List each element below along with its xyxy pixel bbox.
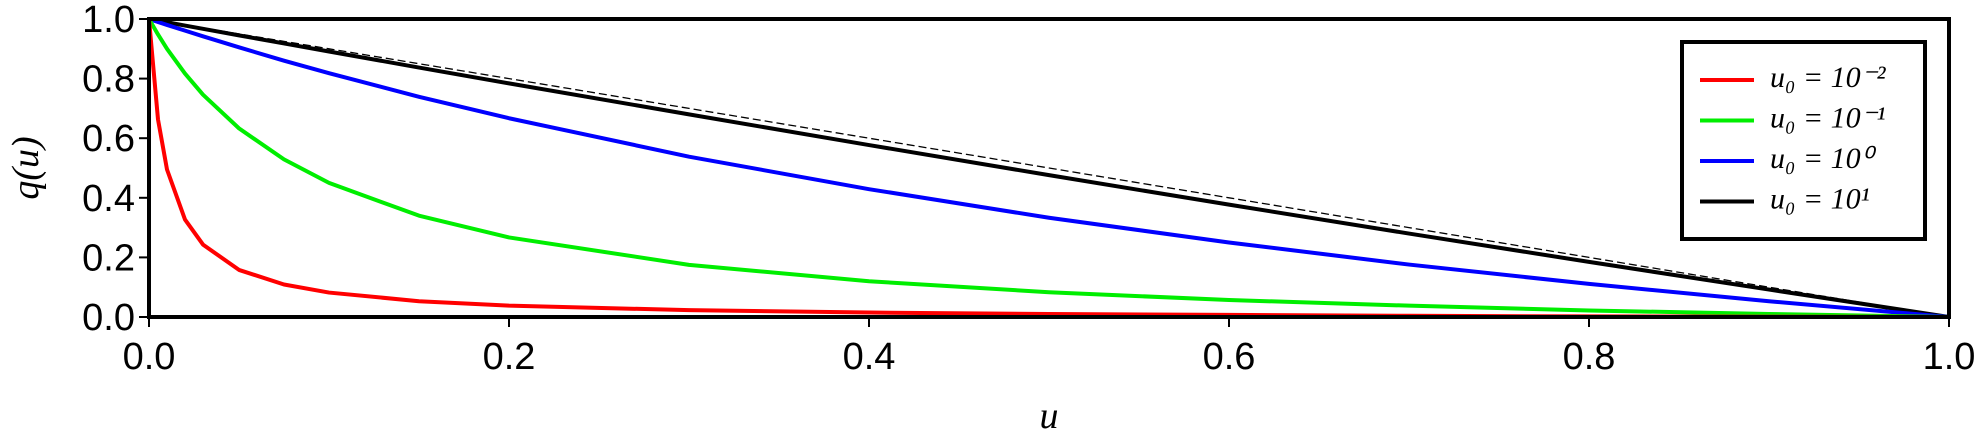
series-line (148, 17, 1950, 319)
series-line (147, 17, 1950, 319)
x-tick-label: 0.2 (483, 336, 536, 378)
series-line (148, 17, 1950, 319)
plot-frame (147, 17, 1951, 319)
y-tick-label: 0.0 (82, 297, 135, 339)
y-axis-label: q(u) (5, 136, 47, 199)
reference-line (148, 18, 1950, 318)
x-tick-label: 0.8 (1563, 336, 1616, 378)
legend-box (1680, 40, 1927, 241)
x-tick-label: 0.0 (123, 336, 176, 378)
x-axis-label: u (1040, 395, 1059, 434)
y-tick-label: 0.2 (82, 237, 135, 279)
legend-label: u₀ = 10⁻² (1770, 61, 1887, 94)
x-tick-label: 0.6 (1203, 336, 1256, 378)
x-tick-label: 0.4 (843, 336, 896, 378)
y-tick-label: 0.6 (82, 118, 135, 160)
y-tick-label: 1.0 (82, 0, 135, 41)
legend-label: u₀ = 10⁻¹ (1770, 101, 1886, 134)
legend-label: u₀ = 10⁰ (1770, 142, 1877, 175)
y-tick-label: 0.4 (82, 178, 135, 220)
x-tick-label: 1.0 (1923, 336, 1976, 378)
y-tick-label: 0.8 (82, 59, 135, 101)
legend-label: u₀ = 10¹ (1770, 182, 1870, 215)
